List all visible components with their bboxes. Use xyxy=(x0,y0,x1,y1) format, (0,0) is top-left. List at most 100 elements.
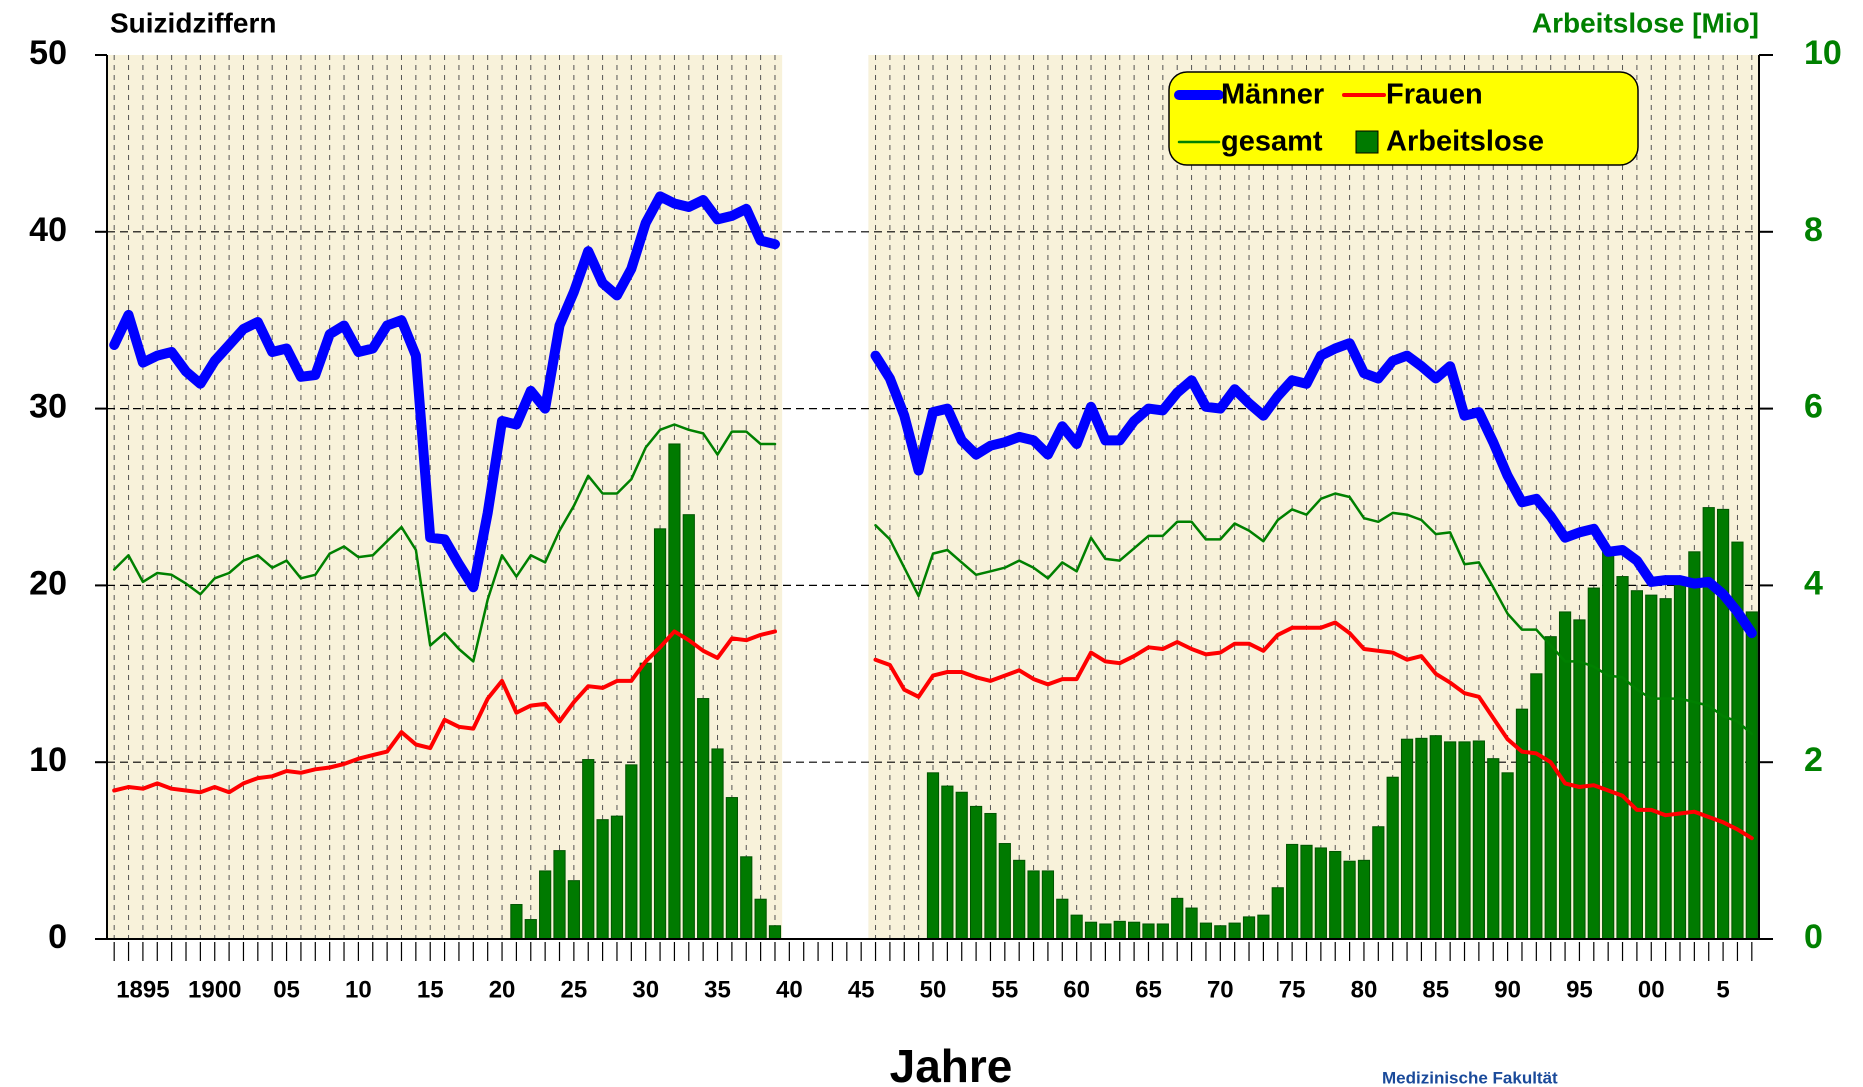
bar xyxy=(740,856,753,940)
x-tick-label: 60 xyxy=(1063,976,1090,1003)
bar xyxy=(768,925,782,940)
legend-box xyxy=(1168,71,1639,166)
bar xyxy=(553,850,566,940)
bar xyxy=(1314,847,1327,940)
bar xyxy=(1156,923,1169,940)
bar xyxy=(1286,843,1299,940)
bar xyxy=(969,805,983,940)
legend-label: Frauen xyxy=(1386,79,1483,111)
bar xyxy=(524,919,537,940)
bar xyxy=(1573,619,1586,940)
x-tick-label: 40 xyxy=(776,976,803,1003)
bar xyxy=(567,880,580,940)
bar xyxy=(610,815,624,940)
bar xyxy=(1544,636,1557,940)
bar xyxy=(596,819,609,940)
bar xyxy=(1515,708,1529,940)
bar xyxy=(725,797,738,940)
x-tick-label: 25 xyxy=(561,976,588,1003)
bar xyxy=(1056,898,1069,940)
bar xyxy=(1142,923,1155,940)
bar xyxy=(668,443,681,940)
bar xyxy=(1444,741,1457,940)
line-series xyxy=(112,423,1754,736)
bar xyxy=(1673,579,1687,940)
bar xyxy=(1487,758,1500,940)
bar xyxy=(625,764,638,940)
bar xyxy=(1199,922,1213,940)
legend-label: Arbeitslose xyxy=(1386,126,1544,158)
bar xyxy=(1271,887,1284,940)
bar xyxy=(1372,826,1385,940)
bar xyxy=(754,898,767,940)
bar xyxy=(1027,870,1040,940)
bar xyxy=(697,698,710,940)
y2-tick-label: 8 xyxy=(1804,211,1823,249)
line-series xyxy=(109,191,1757,639)
bar xyxy=(1013,859,1026,940)
bar xyxy=(1472,740,1485,940)
bar xyxy=(1602,551,1615,940)
x-tick-label: 15 xyxy=(417,976,444,1003)
bar xyxy=(1228,922,1241,940)
bar xyxy=(1185,907,1198,940)
bar xyxy=(639,662,652,940)
y2-tick-label: 6 xyxy=(1804,388,1823,426)
bar xyxy=(1415,737,1428,940)
y-tick-label: 30 xyxy=(29,388,67,426)
bar xyxy=(1242,916,1256,940)
bar xyxy=(1084,921,1098,940)
bar xyxy=(1386,776,1399,940)
x-tick-label: 90 xyxy=(1494,976,1521,1003)
bar xyxy=(1128,921,1141,940)
y-tick-label: 0 xyxy=(48,918,67,956)
bar xyxy=(998,843,1011,940)
bar xyxy=(1616,576,1629,940)
x-tick-label: 75 xyxy=(1279,976,1306,1003)
bar xyxy=(1041,870,1055,940)
x-axis-label: Jahre xyxy=(890,1040,1013,1087)
bar xyxy=(539,870,552,940)
bar xyxy=(582,759,595,940)
y2-tick-label: 0 xyxy=(1804,918,1823,956)
bar xyxy=(1587,587,1600,940)
bar xyxy=(1099,923,1112,940)
bar xyxy=(1530,673,1543,940)
bar xyxy=(1113,920,1126,940)
bar xyxy=(1659,598,1672,940)
y-tick-label: 10 xyxy=(29,741,67,779)
y2-title: Arbeitslose [Mio] xyxy=(1532,7,1759,38)
x-tick-label: 05 xyxy=(273,976,300,1003)
bar xyxy=(926,772,940,940)
bar xyxy=(1357,859,1371,940)
x-tick-label: 95 xyxy=(1566,976,1593,1003)
x-tick-label: 70 xyxy=(1207,976,1234,1003)
legend-label: gesamt xyxy=(1221,126,1323,158)
x-tick-label: 30 xyxy=(632,976,659,1003)
bar xyxy=(1716,508,1730,940)
bar xyxy=(1214,925,1227,940)
bar xyxy=(1501,772,1514,940)
bar xyxy=(1257,914,1270,940)
legend-label: Männer xyxy=(1221,79,1324,111)
y-tick-label: 20 xyxy=(29,564,67,602)
x-tick-label: 5 xyxy=(1716,976,1729,1003)
bar xyxy=(1070,914,1083,940)
x-tick-label: 50 xyxy=(920,976,947,1003)
y2-tick-label: 4 xyxy=(1804,564,1823,602)
x-tick-label: 1895 xyxy=(116,976,169,1003)
legend-swatch xyxy=(1355,130,1379,154)
chart-title: Suizidziffern xyxy=(110,7,276,38)
x-tick-label: 35 xyxy=(704,976,731,1003)
x-tick-label: 65 xyxy=(1135,976,1162,1003)
bar xyxy=(1458,741,1471,940)
x-tick-label: 1900 xyxy=(188,976,241,1003)
bar xyxy=(1745,611,1758,940)
y2-tick-label: 10 xyxy=(1804,34,1842,72)
y2-tick-label: 2 xyxy=(1804,741,1823,779)
bar xyxy=(1329,850,1342,940)
bar xyxy=(1400,738,1414,940)
bar xyxy=(1702,507,1715,940)
bar xyxy=(711,748,724,940)
